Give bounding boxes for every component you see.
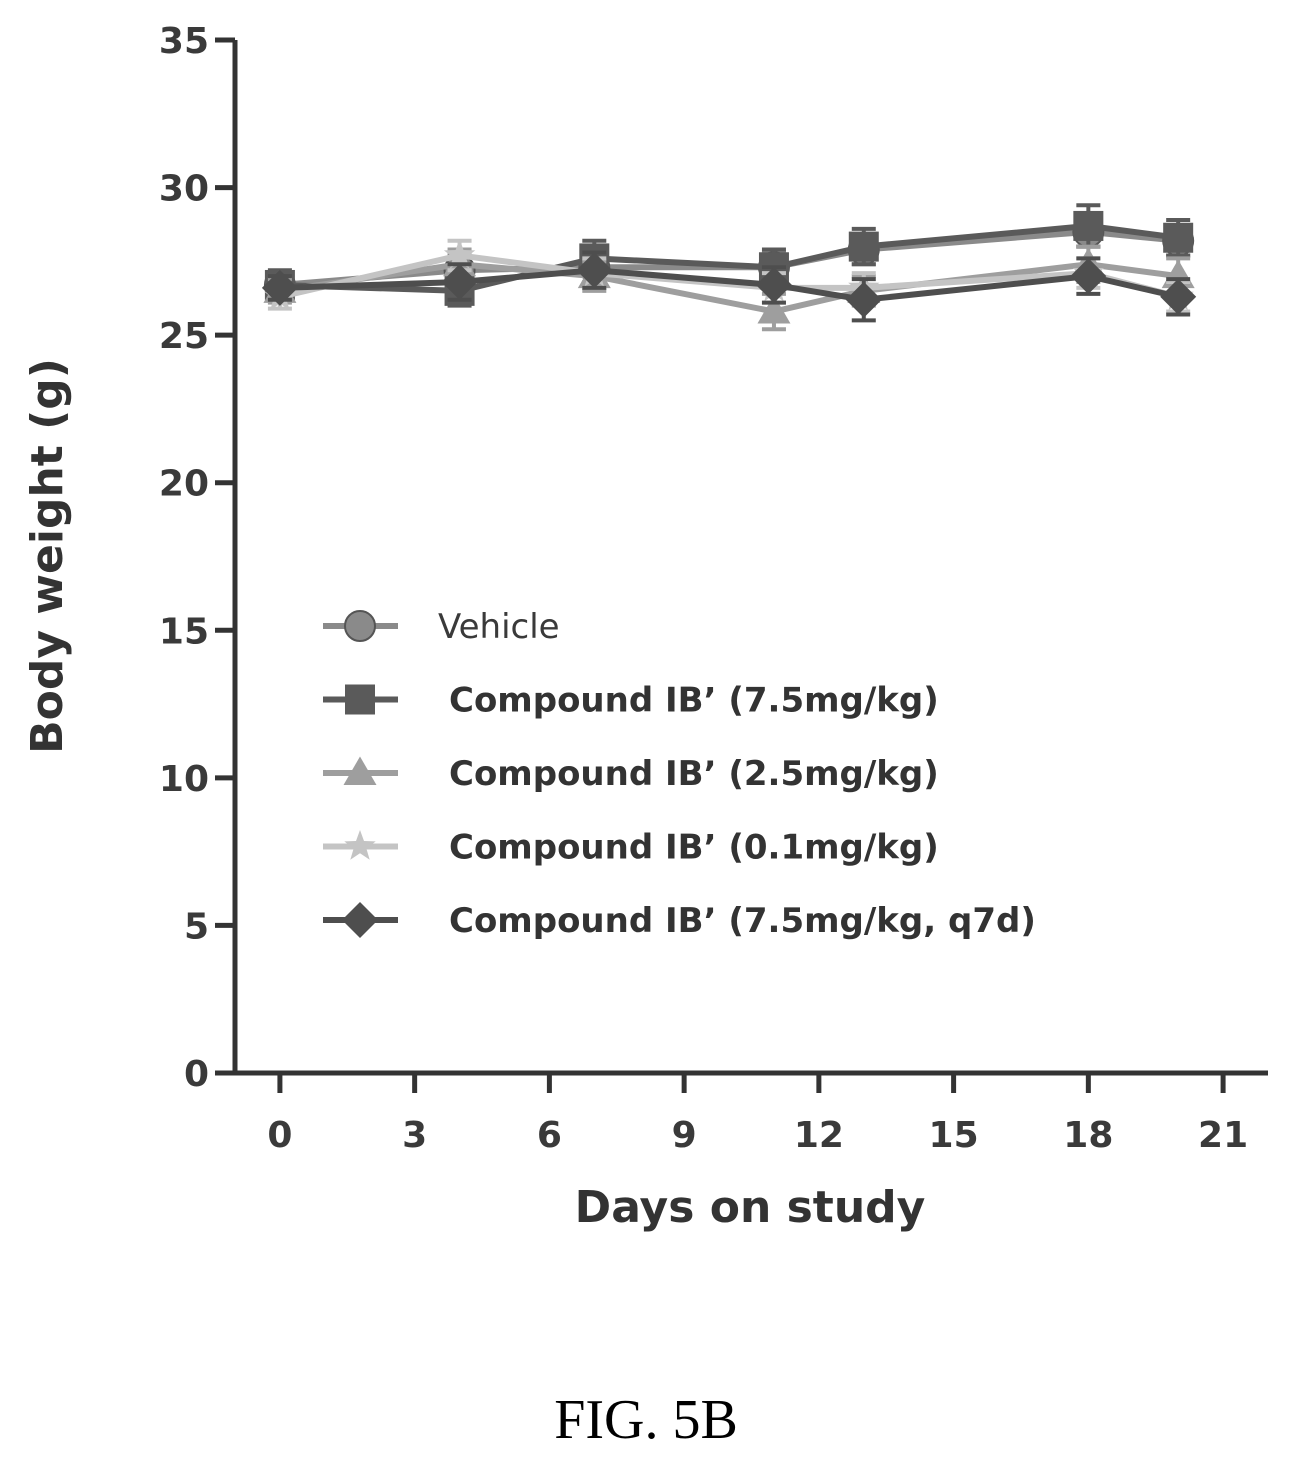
x-tick-label: 6 bbox=[537, 1115, 562, 1156]
marker-diamond bbox=[845, 281, 882, 318]
x-tick-label: 0 bbox=[267, 1115, 292, 1156]
y-axis-title: Body weight (g) bbox=[22, 358, 73, 754]
legend-item-2: Compound IB’ (2.5mg/kg) bbox=[323, 754, 939, 794]
marker-diamond bbox=[576, 252, 613, 289]
marker-diamond bbox=[1070, 258, 1107, 295]
series-group bbox=[261, 203, 1197, 332]
marker-diamond bbox=[1160, 278, 1197, 315]
marker-star bbox=[443, 239, 476, 269]
legend-item-4: Compound IB’ (7.5mg/kg, q7d) bbox=[323, 901, 1036, 941]
legend: Vehicle Compound IB’ (7.5mg/kg) Compound I… bbox=[323, 607, 1036, 941]
legend-label: Compound IB’ (2.5mg/kg) bbox=[449, 754, 939, 794]
x-tick-label: 9 bbox=[672, 1115, 697, 1156]
marker-diamond bbox=[261, 269, 298, 306]
series-1 bbox=[264, 203, 1194, 308]
marker-square bbox=[1073, 210, 1104, 241]
x-axis-title: Days on study bbox=[575, 1182, 926, 1233]
legend-item-0: Vehicle bbox=[323, 607, 560, 647]
legend-label: Vehicle bbox=[438, 607, 560, 647]
y-tick-label: 20 bbox=[159, 464, 209, 505]
legend-label: Compound IB’ (7.5mg/kg) bbox=[449, 681, 939, 721]
y-tick-label: 5 bbox=[184, 906, 209, 947]
x-tick-label: 21 bbox=[1198, 1115, 1248, 1156]
legend-item-1: Compound IB’ (7.5mg/kg) bbox=[323, 681, 939, 721]
marker-square bbox=[1163, 222, 1194, 253]
marker-circle bbox=[344, 610, 376, 642]
legend-item-3: Compound IB’ (0.1mg/kg) bbox=[323, 828, 939, 868]
y-tick-label: 35 bbox=[159, 21, 209, 62]
y-tick-label: 10 bbox=[159, 759, 209, 800]
marker-triangle bbox=[343, 756, 377, 785]
marker-diamond bbox=[342, 902, 378, 938]
marker-square bbox=[345, 684, 375, 715]
figure-caption: FIG. 5B bbox=[554, 1389, 738, 1451]
marker-diamond bbox=[441, 264, 478, 301]
y-tick-label: 30 bbox=[159, 169, 209, 210]
series-4 bbox=[261, 250, 1197, 323]
marker-square bbox=[848, 231, 879, 262]
body-weight-chart: 0 5 10 15 20 25 30 35 0 3 6 9 12 15 18 21 Vehicle Compou… bbox=[22, 21, 1268, 1233]
marker-triangle bbox=[757, 295, 791, 324]
x-tick-label: 18 bbox=[1063, 1115, 1113, 1156]
marker-diamond bbox=[755, 266, 792, 303]
legend-label: Compound IB’ (0.1mg/kg) bbox=[449, 828, 939, 868]
legend-label: Compound IB’ (7.5mg/kg, q7d) bbox=[449, 901, 1036, 941]
axes: 0 5 10 15 20 25 30 35 0 3 6 9 12 15 18 21 bbox=[159, 21, 1268, 1156]
y-tick-label: 15 bbox=[159, 611, 209, 652]
x-tick-label: 12 bbox=[794, 1115, 844, 1156]
y-tick-label: 0 bbox=[184, 1054, 209, 1095]
x-tick-label: 15 bbox=[929, 1115, 979, 1156]
y-tick-label: 25 bbox=[159, 316, 209, 357]
x-tick-label: 3 bbox=[402, 1115, 427, 1156]
marker-star bbox=[344, 830, 376, 860]
